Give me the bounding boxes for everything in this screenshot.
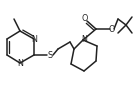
Text: S: S (47, 50, 53, 60)
Text: O: O (109, 25, 115, 33)
Text: N: N (31, 35, 37, 43)
Text: N: N (17, 59, 23, 67)
Text: N: N (81, 35, 87, 43)
Text: O: O (82, 13, 88, 22)
